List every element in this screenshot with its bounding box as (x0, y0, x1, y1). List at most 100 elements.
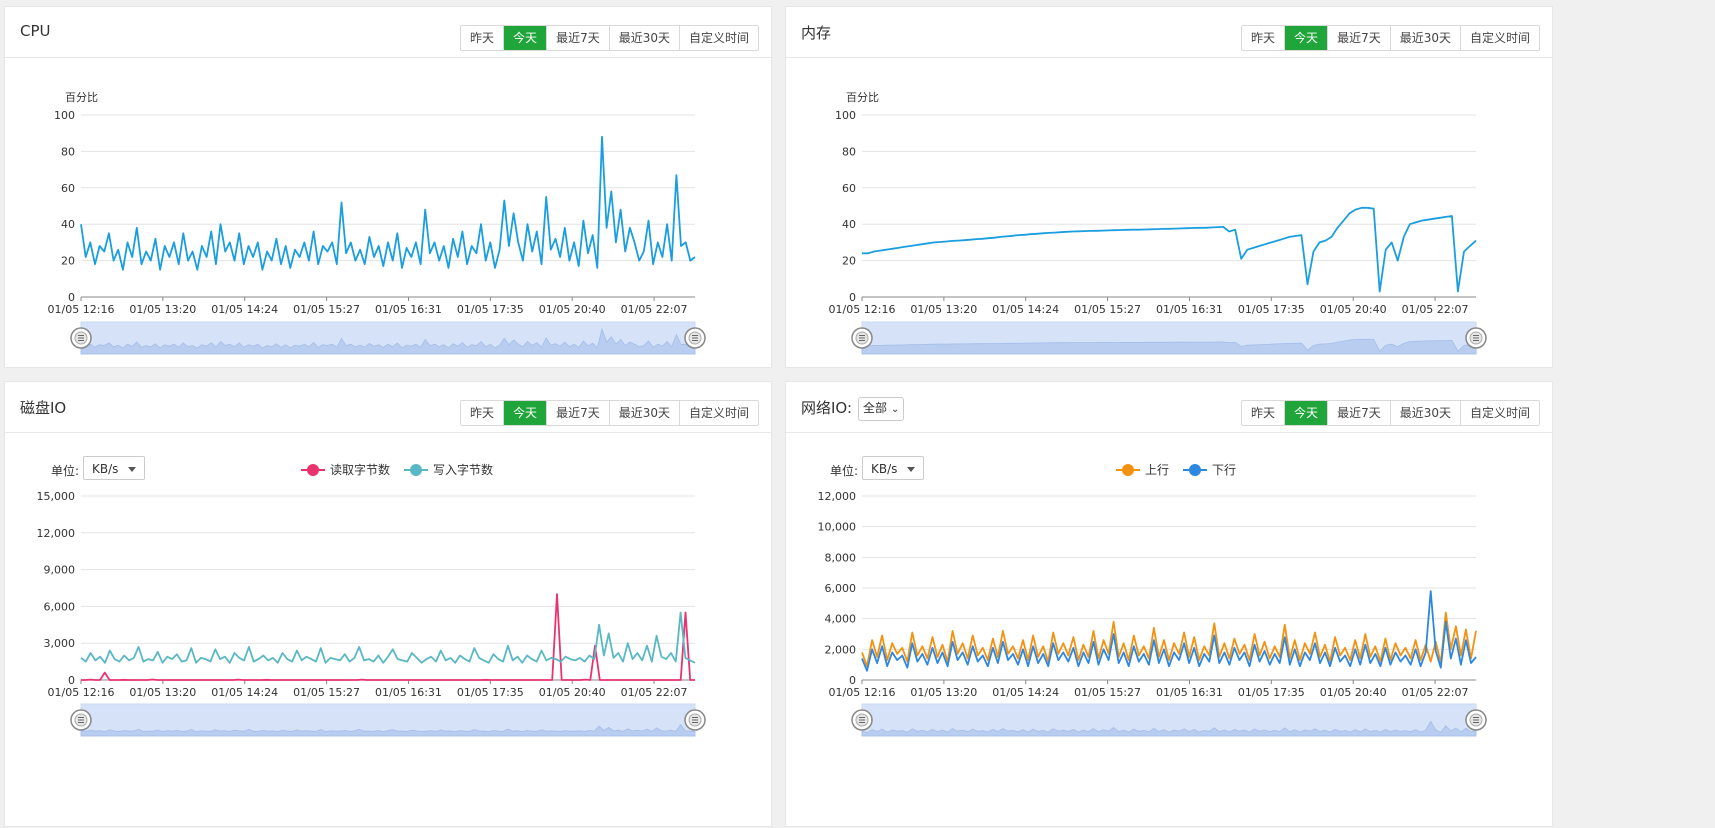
zoom-handle-icon[interactable] (684, 709, 706, 731)
x-tick-label: 01/05 14:24 (992, 303, 1059, 316)
caret-down-icon (907, 467, 915, 472)
x-tick-label: 01/05 12:16 (48, 686, 115, 699)
network-chart: 0 2,000 4,000 6,000 8,000 10,000 12,000 01/05 1… (818, 490, 1487, 737)
panel-title: 网络IO: (801, 399, 853, 417)
x-tick-label: 01/05 14:24 (992, 686, 1059, 699)
x-tick-label: 01/05 14:24 (211, 686, 278, 699)
x-tick-label: 01/05 22:07 (621, 686, 688, 699)
x-tick-label: 01/05 20:40 (1320, 686, 1387, 699)
cpu-chart: 百分比 0 20 40 60 80 100 01/05 12:16 01/05 13:20 01/… (48, 91, 706, 355)
y-tick-label: 100 (835, 109, 856, 122)
time-btn-3[interactable]: 最近30天 (1389, 401, 1460, 425)
x-tick-label: 01/05 12:16 (829, 303, 896, 316)
x-tick-label: 01/05 16:31 (375, 303, 442, 316)
y-tick-label: 8,000 (825, 551, 857, 564)
time-btn-1[interactable]: 今天 (1284, 26, 1328, 50)
y-tick-label: 10,000 (818, 521, 857, 534)
x-tick-label: 01/05 13:20 (129, 686, 196, 699)
x-tick-label: 01/05 15:27 (293, 686, 360, 699)
network-interface-value: 全部 (863, 401, 888, 415)
time-btn-1[interactable]: 今天 (503, 26, 547, 50)
time-btn-3[interactable]: 最近30天 (1389, 26, 1460, 50)
y-tick-label: 80 (842, 145, 856, 158)
time-btn-0[interactable]: 昨天 (1242, 401, 1285, 425)
y-tick-label: 100 (54, 109, 75, 122)
time-btn-4[interactable]: 自定义时间 (678, 401, 758, 425)
legend-item-write[interactable]: 写入字节数 (404, 461, 493, 478)
series-line-1 (80, 611, 696, 664)
time-btn-0[interactable]: 昨天 (461, 401, 504, 425)
time-btn-2[interactable]: 最近7天 (546, 26, 609, 50)
series-line-0 (861, 611, 1477, 668)
legend-marker-icon (1116, 463, 1140, 476)
x-tick-label: 01/05 17:35 (457, 303, 524, 316)
series-line-0 (862, 206, 1477, 293)
time-btn-4[interactable]: 自定义时间 (1459, 401, 1539, 425)
x-tick-label: 01/05 15:27 (1074, 303, 1141, 316)
time-range-group: 昨天 今天 最近7天 最近30天 自定义时间 (460, 400, 759, 426)
y-axis-label: 百分比 (65, 91, 98, 104)
legend-marker-icon (1183, 463, 1208, 476)
time-btn-3[interactable]: 最近30天 (608, 401, 679, 425)
time-range-group: 昨天 今天 最近7天 最近30天 自定义时间 (1241, 400, 1540, 426)
time-btn-2[interactable]: 最近7天 (1327, 26, 1390, 50)
time-btn-1[interactable]: 今天 (1284, 401, 1328, 425)
legend-item-read[interactable]: 读取字节数 (301, 461, 390, 478)
panel-title: 内存 (801, 24, 832, 42)
legend-item-upload[interactable]: 上行 (1116, 461, 1169, 478)
y-tick-label: 12,000 (37, 527, 76, 540)
disk-chart: 0 3,000 6,000 9,000 12,000 15,000 01/05 12:16 0… (37, 490, 706, 737)
x-tick-label: 01/05 20:40 (539, 686, 606, 699)
legend-label: 上行 (1145, 463, 1170, 477)
zoom-handle-icon[interactable] (851, 709, 873, 731)
disk-panel-header: 磁盘IO 昨天 今天 最近7天 最近30天 自定义时间 (5, 382, 771, 433)
time-btn-2[interactable]: 最近7天 (1327, 401, 1390, 425)
network-io-panel: 网络IO: 全部 ⌄ 昨天 今天 最近7天 最近30天 自定义时间 单位: KB/s 上… (785, 381, 1553, 827)
x-tick-label: 01/05 13:20 (129, 303, 196, 316)
legend-item-download[interactable]: 下行 (1183, 461, 1236, 478)
disk-io-panel: 磁盘IO 昨天 今天 最近7天 最近30天 自定义时间 单位: KB/s 读取字节数 写… (4, 381, 772, 827)
memory-panel: 内存 昨天 今天 最近7天 最近30天 自定义时间 百分比 0 20 40 60 80 100 01/… (785, 6, 1553, 368)
y-tick-label: 6,000 (44, 600, 76, 613)
y-tick-label: 3,000 (44, 637, 76, 650)
panel-title: 磁盘IO (20, 399, 67, 417)
series-line-0 (80, 135, 696, 271)
zoom-handle-icon[interactable] (70, 709, 92, 731)
series-line-0 (81, 593, 695, 681)
network-interface-select[interactable]: 全部 ⌄ (858, 397, 905, 421)
zoom-handle-icon[interactable] (1465, 709, 1487, 731)
y-axis-label: 百分比 (846, 91, 879, 104)
time-btn-0[interactable]: 昨天 (1242, 26, 1285, 50)
y-tick-label: 0 (68, 291, 75, 304)
legend-label: 读取字节数 (330, 463, 391, 477)
unit-label: 单位: (51, 464, 80, 478)
zoom-preview (80, 327, 696, 355)
x-tick-label: 01/05 12:16 (829, 686, 896, 699)
time-btn-1[interactable]: 今天 (503, 401, 547, 425)
time-btn-4[interactable]: 自定义时间 (1459, 26, 1539, 50)
time-btn-3[interactable]: 最近30天 (608, 26, 679, 50)
time-range-group: 昨天 今天 最近7天 最近30天 自定义时间 (460, 25, 759, 51)
time-range-group: 昨天 今天 最近7天 最近30天 自定义时间 (1241, 25, 1540, 51)
x-tick-label: 01/05 20:40 (539, 303, 606, 316)
zoom-handle-icon[interactable] (70, 327, 92, 349)
zoom-handle-icon[interactable] (851, 327, 873, 349)
zoom-preview (861, 720, 1477, 737)
time-btn-2[interactable]: 最近7天 (546, 401, 609, 425)
x-tick-label: 01/05 16:31 (1156, 303, 1223, 316)
time-btn-4[interactable]: 自定义时间 (678, 26, 758, 50)
caret-down-icon (128, 467, 136, 472)
y-tick-label: 2,000 (825, 643, 857, 656)
time-btn-0[interactable]: 昨天 (461, 26, 504, 50)
zoom-handle-icon[interactable] (684, 327, 706, 349)
unit-select[interactable]: KB/s (83, 456, 145, 480)
unit-select[interactable]: KB/s (862, 456, 924, 480)
y-tick-label: 0 (68, 674, 75, 687)
zoom-handle-icon[interactable] (1465, 327, 1487, 349)
y-tick-label: 20 (61, 255, 75, 268)
legend-label: 写入字节数 (433, 463, 494, 477)
y-tick-label: 6,000 (825, 582, 857, 595)
y-tick-label: 60 (842, 182, 856, 195)
y-tick-label: 0 (849, 291, 856, 304)
y-tick-label: 0 (849, 674, 856, 687)
